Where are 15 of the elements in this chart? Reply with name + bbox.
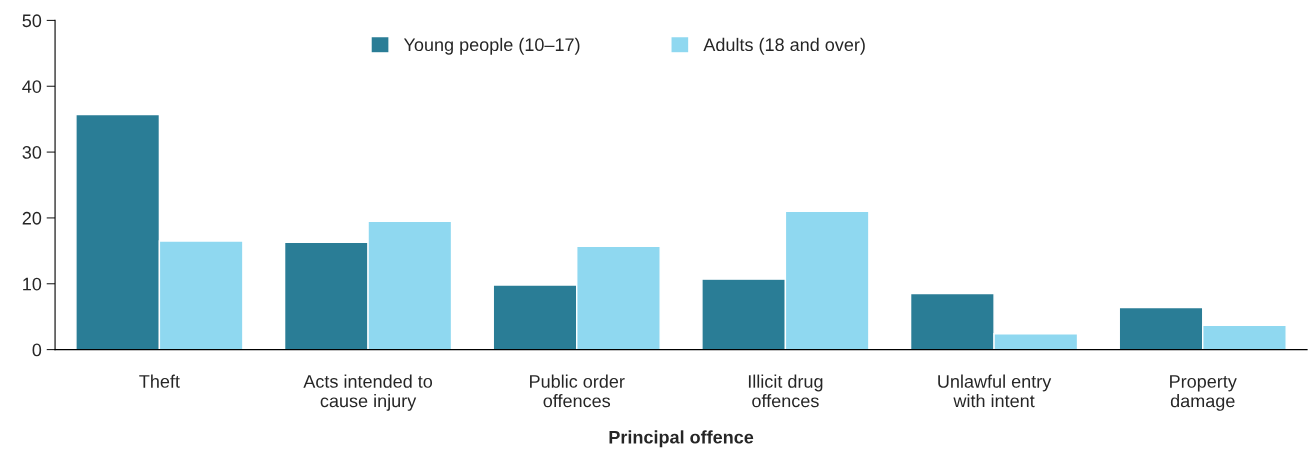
legend-label: Adults (18 and over) bbox=[703, 37, 865, 55]
y-tick-label: 0 bbox=[32, 343, 42, 357]
y-tick-label: 30 bbox=[22, 146, 42, 159]
y-tick-label: 20 bbox=[22, 211, 42, 225]
y-tick-label: 40 bbox=[22, 80, 42, 93]
legend-label: Young people (10–17) bbox=[403, 37, 580, 55]
x-axis-title: Principal offence bbox=[609, 430, 754, 448]
x-tick-label: Public order offences bbox=[530, 374, 625, 408]
y-tick-label: 10 bbox=[23, 277, 42, 291]
x-tick-label: Unlawful entry with intent bbox=[938, 374, 1052, 408]
x-tick-label: Illicit drug offences bbox=[748, 374, 823, 408]
x-tick-label: Acts intended to cause injury bbox=[303, 374, 433, 411]
x-tick-label: Property damage bbox=[1170, 375, 1237, 411]
x-tick-label: Theft bbox=[139, 374, 180, 388]
y-tick-label: 50 bbox=[22, 14, 42, 28]
